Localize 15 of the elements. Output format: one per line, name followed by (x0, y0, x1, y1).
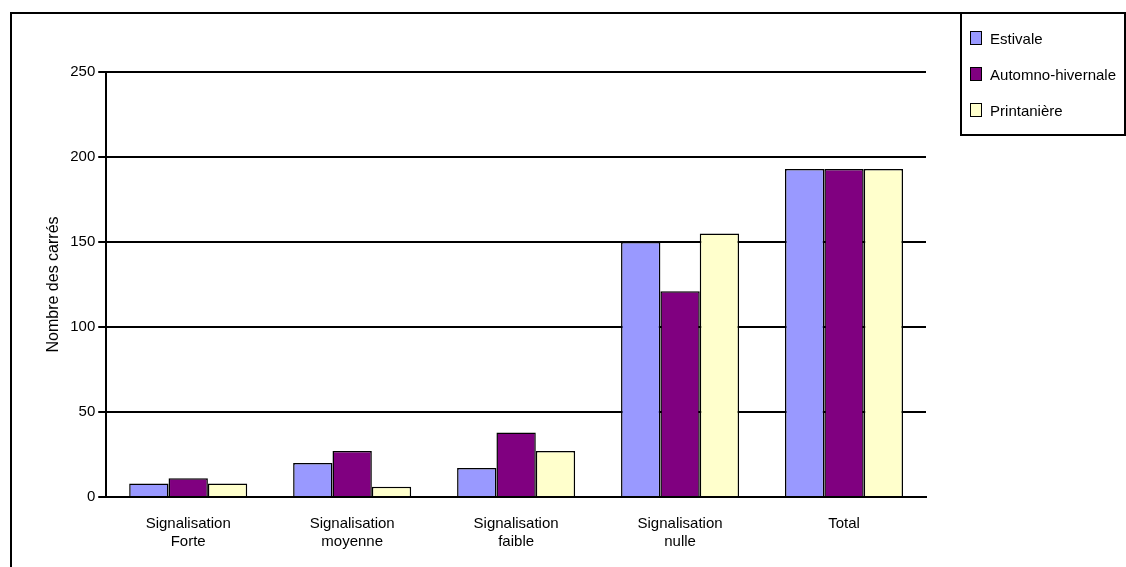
x-tick-label: Total (828, 514, 860, 532)
legend-label: Estivale (990, 29, 1043, 47)
x-tick-label: Signalisation nulle (637, 514, 723, 550)
y-tick-label: 100 (70, 317, 96, 335)
y-tick-label: 250 (70, 62, 96, 80)
y-tick-label: 0 (86, 487, 96, 505)
legend-label: Automno-hivernale (990, 65, 1116, 83)
x-tick-label: Signalisation faible (473, 514, 559, 550)
y-tick-label: 50 (78, 402, 96, 420)
x-tick-label: Signalisation moyenne (309, 514, 395, 550)
y-tick-label: 150 (70, 232, 96, 250)
x-tick-label: Signalisation Forte (145, 514, 231, 550)
legend-label: Printanière (990, 101, 1063, 119)
y-axis-title: Nombre des carrés (44, 216, 62, 353)
y-tick-label: 200 (70, 147, 96, 165)
